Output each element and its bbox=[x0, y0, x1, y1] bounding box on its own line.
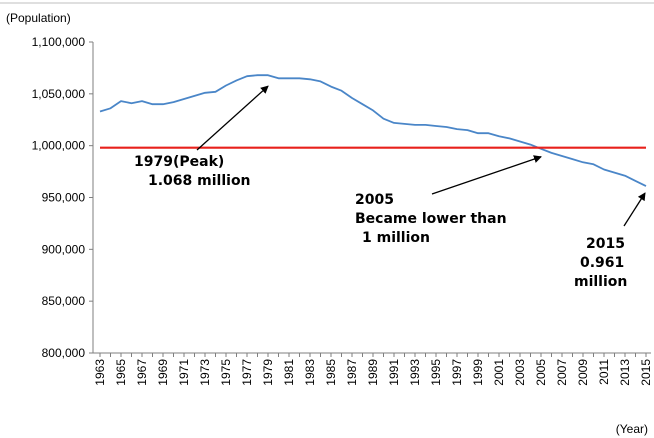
x-tick-label: 1999 bbox=[471, 359, 485, 386]
annotation-text-line: 1 million bbox=[362, 230, 430, 246]
x-tick-label: 1985 bbox=[324, 359, 338, 386]
x-tick-label: 1975 bbox=[219, 359, 233, 386]
annotation-arrow bbox=[197, 86, 268, 150]
x-tick-label: 2011 bbox=[597, 359, 611, 385]
x-tick-label: 2013 bbox=[618, 359, 632, 386]
y-tick-label: 850,000 bbox=[42, 294, 86, 308]
y-tick-label: 900,000 bbox=[42, 242, 86, 256]
y-tick-label: 950,000 bbox=[42, 191, 86, 205]
x-axis-unit-label: (Year) bbox=[616, 422, 648, 436]
annotation-text-line: Became lower than bbox=[355, 211, 507, 227]
x-tick-label: 1993 bbox=[408, 359, 422, 386]
annotations-layer: 1979(Peak) 1.068 million 2005 Became lower … bbox=[134, 86, 645, 290]
x-tick-label: 1997 bbox=[450, 359, 464, 386]
annotation-text-line: 1979(Peak) bbox=[134, 154, 224, 170]
x-tick-label: 1963 bbox=[93, 359, 107, 386]
annotation-text-line: 1.068 million bbox=[148, 173, 251, 189]
x-tick-label: 2001 bbox=[492, 359, 506, 386]
annotation-arrow bbox=[432, 157, 541, 194]
x-tick-label: 1979 bbox=[261, 359, 275, 386]
y-tick-label: 1,000,000 bbox=[32, 139, 86, 153]
annotation-text-line: 0.961 bbox=[580, 255, 624, 271]
y-tick-label: 1,100,000 bbox=[32, 35, 86, 49]
annotation-1: 1979(Peak) 1.068 million bbox=[134, 86, 268, 189]
annotation-text-line: 2005 bbox=[355, 192, 394, 208]
x-tick-label: 1977 bbox=[240, 359, 254, 386]
x-tick-label: 1965 bbox=[114, 359, 128, 386]
x-tick-label: 1995 bbox=[429, 359, 443, 386]
x-tick-label: 1967 bbox=[135, 359, 149, 386]
x-tick-label: 1973 bbox=[198, 359, 212, 386]
x-tick-label: 2015 bbox=[639, 359, 653, 386]
annotation-text-line: 2015 bbox=[586, 236, 625, 252]
x-tick-label: 1989 bbox=[366, 359, 380, 386]
x-tick-label: 2005 bbox=[534, 359, 548, 386]
x-tick-label: 1983 bbox=[303, 359, 317, 386]
annotation-3: 2015 0.961 million bbox=[574, 193, 645, 290]
x-tick-label: 2007 bbox=[555, 359, 569, 386]
annotation-2: 2005 Became lower than 1 million bbox=[355, 157, 541, 246]
x-tick-label: 2003 bbox=[513, 359, 527, 386]
x-tick-label: 2009 bbox=[576, 359, 590, 386]
y-axis-unit-label: (Population) bbox=[6, 11, 71, 25]
x-tick-label: 1971 bbox=[177, 359, 191, 386]
x-tick-label: 1991 bbox=[387, 359, 401, 386]
x-tick-label: 1987 bbox=[345, 359, 359, 386]
y-axis-ticks: 1,100,000 1,050,000 1,000,000 950,000 900,00… bbox=[32, 35, 93, 360]
x-tick-label: 1969 bbox=[156, 359, 170, 386]
y-tick-label: 800,000 bbox=[42, 346, 86, 360]
x-axis-ticks: 1963 1965 1967 1969 1971 1973 1975 1977 1979 1981… bbox=[93, 353, 653, 386]
annotation-text-line: million bbox=[574, 274, 627, 290]
y-tick-label: 1,050,000 bbox=[32, 87, 86, 101]
annotation-arrow bbox=[624, 193, 645, 226]
x-tick-label: 1981 bbox=[282, 359, 296, 386]
